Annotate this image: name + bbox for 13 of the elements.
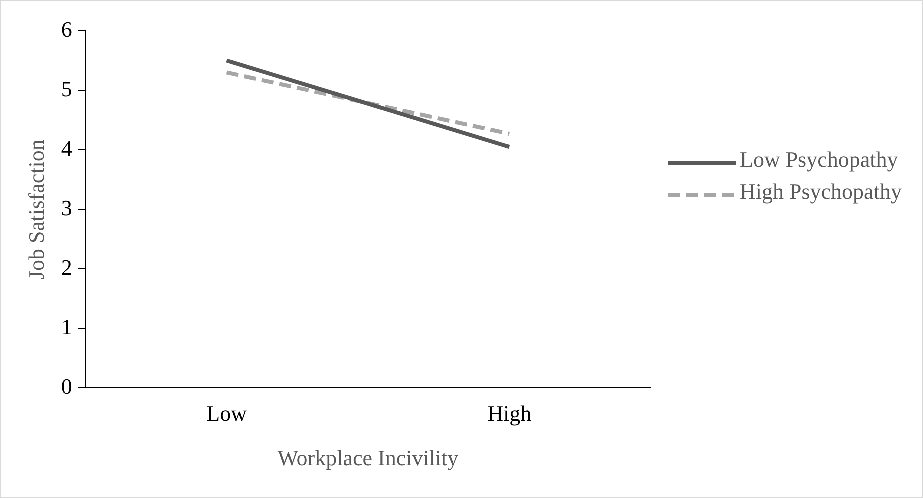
y-tick-label: 3: [61, 195, 72, 220]
y-tick-label: 4: [61, 136, 72, 161]
x-tick-label: Low: [206, 401, 248, 426]
x-axis-title: Workplace Incivility: [278, 446, 459, 471]
y-tick-label: 5: [61, 76, 72, 102]
y-tick-label: 2: [61, 254, 72, 280]
y-tick-label: 6: [61, 16, 72, 42]
legend-label: Low Psychopathy: [740, 146, 900, 174]
y-tick-label: 1: [61, 314, 72, 340]
y-tick-label: 0: [61, 374, 72, 399]
y-axis-title: Job Satisfaction: [24, 140, 49, 280]
x-tick-label: High: [488, 401, 532, 426]
legend-label: High Psychopathy: [740, 178, 903, 206]
